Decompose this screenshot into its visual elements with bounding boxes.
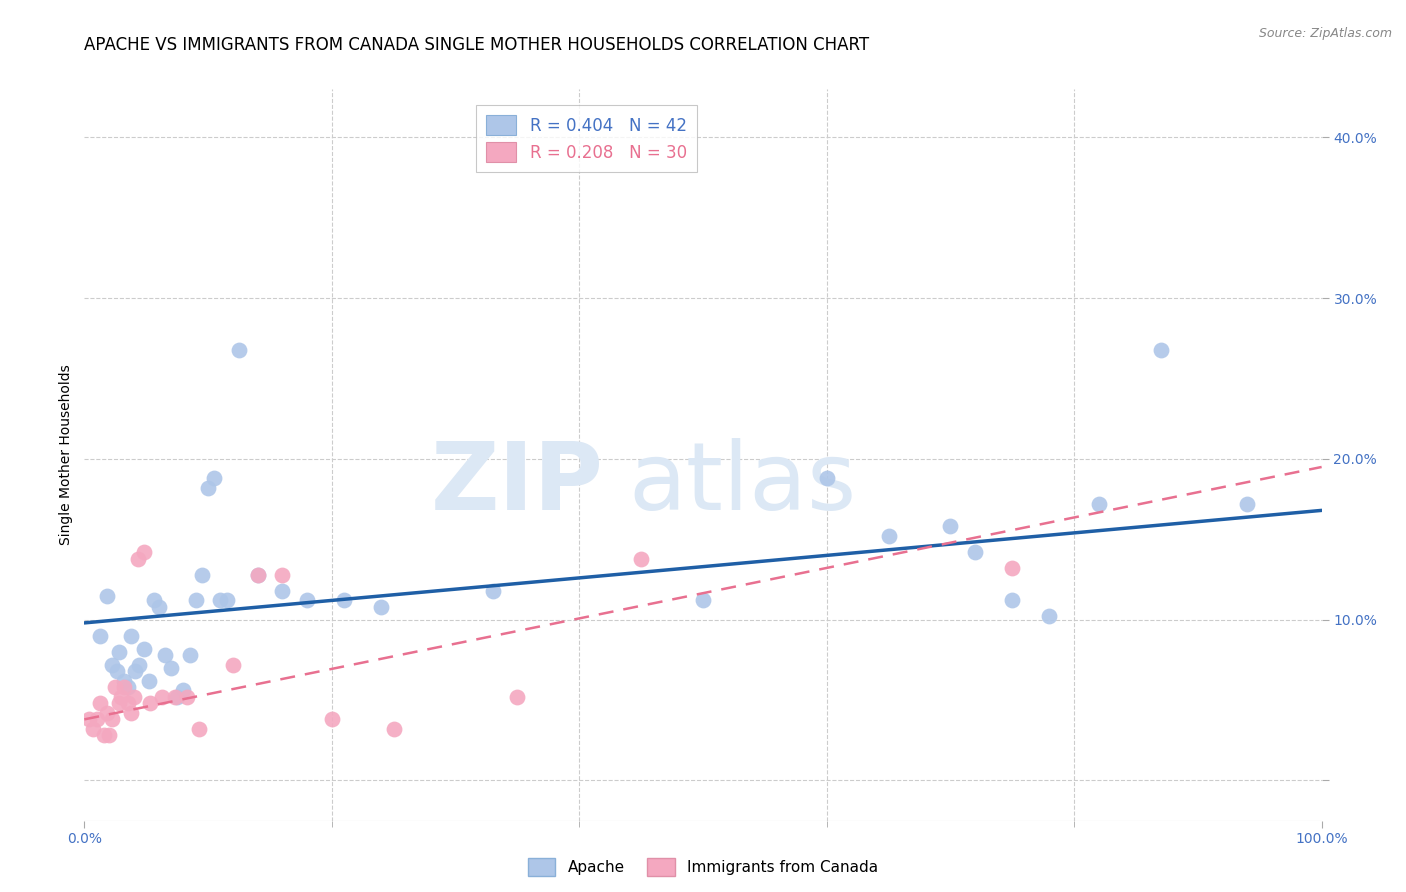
Point xyxy=(89,629,111,643)
Point xyxy=(98,728,121,742)
Point xyxy=(191,567,214,582)
Point xyxy=(139,696,162,710)
Point xyxy=(370,599,392,614)
Point xyxy=(271,567,294,582)
Point xyxy=(163,690,186,704)
Point xyxy=(1150,343,1173,357)
Point xyxy=(132,641,155,656)
Point xyxy=(382,722,405,736)
Point xyxy=(112,680,135,694)
Point xyxy=(93,728,115,742)
Point xyxy=(295,593,318,607)
Point xyxy=(166,690,188,704)
Point xyxy=(117,680,139,694)
Point xyxy=(82,722,104,736)
Point xyxy=(481,583,503,598)
Point xyxy=(89,696,111,710)
Point xyxy=(128,657,150,672)
Point xyxy=(120,706,142,720)
Point xyxy=(132,545,155,559)
Point xyxy=(105,664,128,678)
Point xyxy=(127,551,149,566)
Point xyxy=(104,680,127,694)
Text: atlas: atlas xyxy=(628,438,858,530)
Point xyxy=(197,481,219,495)
Point xyxy=(184,593,207,607)
Point xyxy=(96,706,118,720)
Point xyxy=(122,690,145,704)
Point xyxy=(965,545,987,559)
Legend: Apache, Immigrants from Canada: Apache, Immigrants from Canada xyxy=(522,852,884,882)
Point xyxy=(202,471,225,485)
Point xyxy=(142,593,165,607)
Point xyxy=(96,589,118,603)
Point xyxy=(100,657,122,672)
Text: ZIP: ZIP xyxy=(432,438,605,530)
Point xyxy=(112,673,135,688)
Point xyxy=(321,712,343,726)
Point xyxy=(692,593,714,607)
Point xyxy=(138,673,160,688)
Point xyxy=(630,551,652,566)
Point xyxy=(153,648,176,662)
Point xyxy=(100,712,122,726)
Point xyxy=(117,696,139,710)
Point xyxy=(939,519,962,533)
Point xyxy=(108,645,131,659)
Point xyxy=(222,657,245,672)
Point xyxy=(179,648,201,662)
Point xyxy=(271,583,294,598)
Point xyxy=(86,712,108,726)
Point xyxy=(150,690,173,704)
Point xyxy=(333,593,356,607)
Point xyxy=(815,471,838,485)
Point xyxy=(1088,497,1111,511)
Point xyxy=(172,683,194,698)
Point xyxy=(1038,609,1060,624)
Point xyxy=(160,661,183,675)
Point xyxy=(110,690,132,704)
Point xyxy=(228,343,250,357)
Point xyxy=(148,599,170,614)
Point xyxy=(209,593,232,607)
Point xyxy=(1001,593,1024,607)
Point xyxy=(877,529,900,543)
Point xyxy=(215,593,238,607)
Point xyxy=(188,722,211,736)
Point xyxy=(246,567,269,582)
Point xyxy=(176,690,198,704)
Point xyxy=(506,690,529,704)
Text: Source: ZipAtlas.com: Source: ZipAtlas.com xyxy=(1258,27,1392,40)
Point xyxy=(246,567,269,582)
Point xyxy=(1001,561,1024,575)
Point xyxy=(124,664,146,678)
Point xyxy=(108,696,131,710)
Point xyxy=(120,629,142,643)
Point xyxy=(1236,497,1258,511)
Point xyxy=(79,712,101,726)
Text: APACHE VS IMMIGRANTS FROM CANADA SINGLE MOTHER HOUSEHOLDS CORRELATION CHART: APACHE VS IMMIGRANTS FROM CANADA SINGLE … xyxy=(84,36,869,54)
Y-axis label: Single Mother Households: Single Mother Households xyxy=(59,365,73,545)
